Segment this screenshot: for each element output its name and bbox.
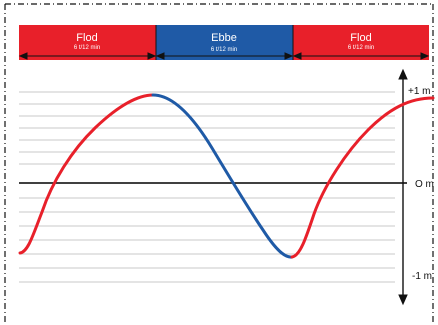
phase-box-flod-2	[293, 25, 429, 60]
phase-duration-ebbe: 6 t/12 min	[211, 47, 237, 53]
phase-label-flod-1: Flod	[76, 32, 97, 44]
vertical-scale-arrow	[398, 68, 408, 306]
tide-curve-flod-1	[18, 93, 155, 255]
tide-curve-flod-2	[290, 96, 435, 259]
phase-label-ebbe: Ebbe	[211, 32, 237, 44]
scale-label-middle: O m	[415, 179, 434, 190]
scale-label-top: +1 m	[408, 86, 431, 97]
phase-label-flod-2: Flod	[350, 32, 371, 44]
phase-box-ebbe	[156, 25, 293, 60]
tide-curve-ebbe	[151, 93, 294, 259]
grid-lines	[19, 91, 395, 283]
scale-label-bottom: -1 m	[412, 271, 432, 282]
phase-duration-flod-1: 6 t/12 min	[74, 45, 100, 51]
phase-box-flod-1	[19, 25, 156, 60]
phase-duration-flod-2: 6 t/12 min	[348, 45, 374, 51]
phase-arrows	[18, 25, 430, 60]
